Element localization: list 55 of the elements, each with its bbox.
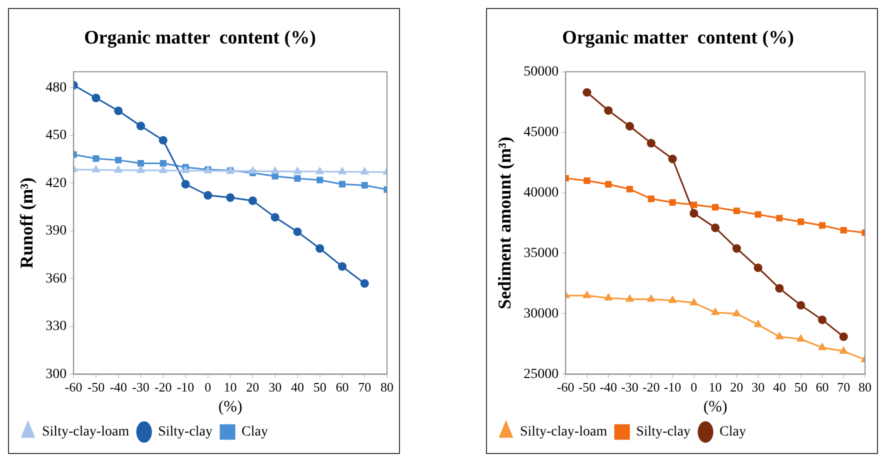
x-tick-label: 0 [204, 379, 212, 394]
legend-label: Silty-clay [636, 424, 691, 440]
y-tick-label: 25000 [524, 366, 559, 382]
x-tick-label: 60 [816, 379, 829, 394]
x-tick-label: 70 [358, 379, 372, 394]
legend-label: Clay [720, 424, 746, 440]
y-tick-label: 420 [46, 176, 67, 191]
x-tick-label: 80 [380, 379, 394, 394]
legend-label: Clay [242, 424, 268, 440]
x-tick-label: -20 [154, 379, 172, 394]
x-tick-label: 10 [708, 379, 722, 394]
x-tick-label: 80 [858, 379, 872, 394]
x-tick-label: 70 [837, 379, 850, 394]
x-tick-label: -40 [600, 379, 618, 394]
y-tick-label: 360 [46, 271, 67, 286]
x-tick-label: 20 [730, 379, 744, 394]
x-tick-label: 30 [752, 379, 765, 394]
y-tick-label: 330 [46, 319, 67, 334]
x-tick-label: 60 [336, 379, 349, 394]
x-tick-label: -30 [132, 379, 150, 394]
x-tick-label: 50 [313, 379, 326, 394]
x-tick-label: -50 [87, 379, 105, 394]
x-tick-label: 0 [690, 379, 698, 394]
y-axis-title: Sediment amount (m³) [494, 136, 514, 310]
x-tick-label: 10 [224, 379, 237, 394]
x-tick-label: 30 [268, 379, 282, 394]
x-tick-label: -60 [556, 379, 574, 394]
legend-label: Silty-clay-loam [42, 424, 130, 440]
legend-label: Silty-clay-loam [520, 424, 608, 440]
chart-title: Organic matter content (%) [84, 27, 316, 48]
legend-label: Silty-clay [158, 424, 213, 440]
x-tick-label: -20 [642, 379, 660, 394]
x-axis-title: (%) [218, 398, 242, 416]
x-axis-title: (%) [703, 398, 728, 416]
x-tick-label: 50 [794, 379, 808, 394]
x-tick-label: -10 [664, 379, 682, 394]
x-tick-label: -60 [64, 379, 82, 394]
y-tick-label: 30000 [524, 306, 559, 322]
y-tick-label: 450 [46, 128, 67, 144]
y-tick-label: 40000 [524, 185, 559, 200]
y-tick-label: 50000 [524, 64, 559, 80]
x-tick-label: -40 [110, 379, 128, 394]
y-tick-label: 300 [46, 366, 67, 382]
chart-title: Organic matter content (%) [562, 27, 794, 48]
x-tick-label: 40 [290, 379, 304, 394]
x-tick-label: -50 [578, 379, 596, 394]
y-tick-label: 45000 [524, 124, 559, 140]
y-tick-label: 390 [46, 224, 67, 239]
x-tick-label: 40 [772, 379, 786, 394]
x-tick-label: 20 [246, 379, 260, 394]
x-tick-label: -30 [621, 379, 638, 394]
y-tick-label: 35000 [524, 246, 559, 261]
y-axis-title: Runoff (m³) [16, 178, 36, 268]
x-tick-label: -10 [176, 379, 194, 394]
y-tick-label: 480 [46, 80, 67, 96]
